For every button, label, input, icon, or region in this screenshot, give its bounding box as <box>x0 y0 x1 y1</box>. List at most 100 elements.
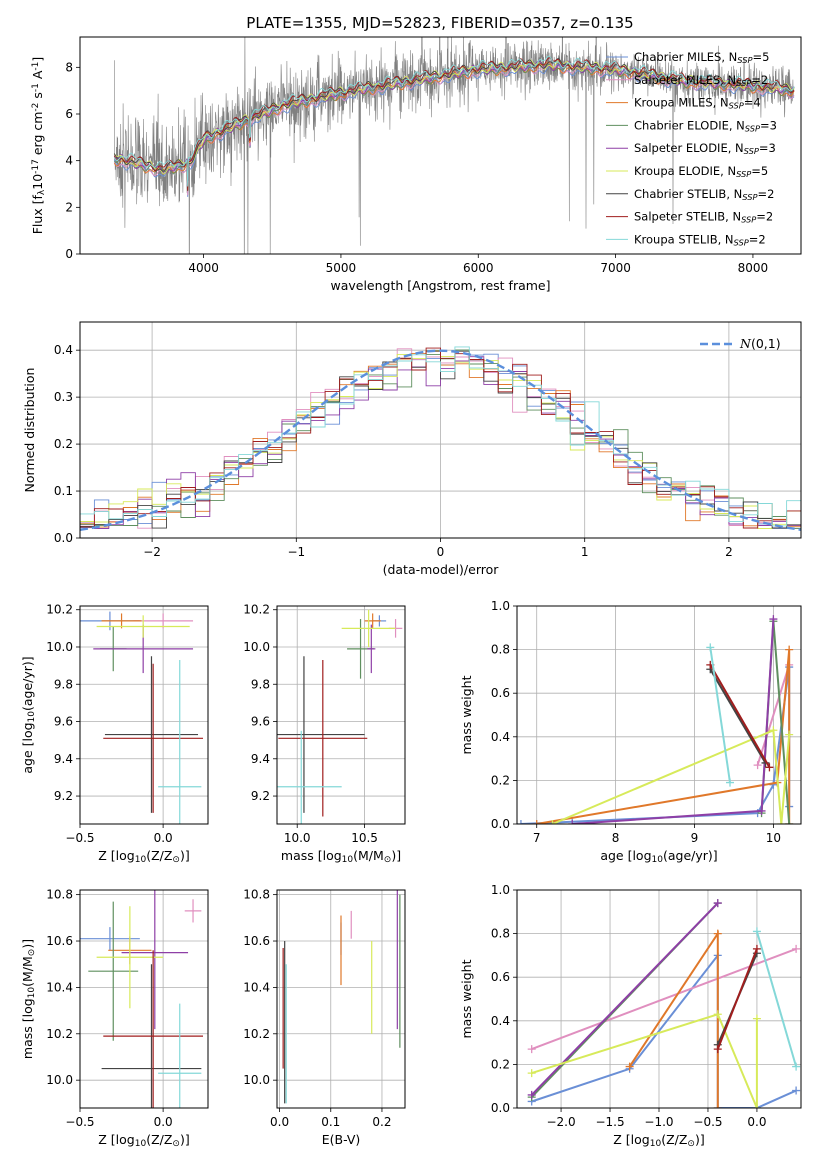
mass_EBV-frame <box>276 889 406 1109</box>
legend-entry: Kroupa ELODIE, NSSP=5 <box>634 164 768 179</box>
y-axis-label: mass weight <box>459 959 474 1038</box>
x-axis-label: Z [log10(Z/Z⊙)] <box>98 1132 189 1149</box>
x-tick-label: 0.0 <box>747 1115 766 1129</box>
age_Z-frame <box>79 605 209 825</box>
y-tick-label: 2 <box>65 200 73 214</box>
weight-line <box>530 902 719 1096</box>
weight-marker <box>527 1069 536 1078</box>
y-tick-label: 10.0 <box>243 640 270 654</box>
y-tick-label: 0.4 <box>491 1014 510 1028</box>
x-axis-label: (data-model)/error <box>383 562 500 577</box>
x-tick-label: 10.5 <box>351 831 378 845</box>
x-tick-label: −1 <box>287 545 305 559</box>
x-tick-label: 8000 <box>738 261 769 275</box>
weight-line <box>709 664 771 768</box>
y-tick-label: 0.6 <box>491 970 510 984</box>
weight-marker <box>527 1090 536 1099</box>
y-tick-label: 9.2 <box>54 789 73 803</box>
model-spectrum-salpeter-elodie <box>114 60 795 187</box>
observed-spectrum-line <box>114 37 795 254</box>
weight-marker <box>568 820 577 824</box>
residuals: −2 −1 0 1 2 0.0 0.1 0.2 0.3 0.4 (data-model)/error… <box>22 321 802 577</box>
x-tick-label: 1 <box>581 545 589 559</box>
y-tick-label: 10.4 <box>46 980 73 994</box>
x-tick-label: 4000 <box>188 261 219 275</box>
y-tick-label: 9.2 <box>251 789 270 803</box>
x-tick-label: 0.0 <box>154 831 173 845</box>
x-axis-label: wavelength [Angstrom, rest frame] <box>330 278 550 293</box>
weight_Z-plot-area <box>517 890 801 1108</box>
y-tick-label: 0.4 <box>54 343 73 357</box>
legend-entry: Chabrier ELODIE, NSSP=3 <box>634 118 777 133</box>
y-tick-label: 0.2 <box>491 773 510 787</box>
weight-line <box>709 647 731 783</box>
model-spectrum-kroupa-miles <box>113 61 795 192</box>
weight-marker <box>785 820 794 824</box>
weight_age-plot-area <box>517 606 801 824</box>
y-tick-label: 0 <box>65 247 73 261</box>
y-tick-label: 0.0 <box>491 1101 510 1115</box>
y-tick-label: 0.2 <box>491 1057 510 1071</box>
weight-marker <box>757 806 766 815</box>
y-tick-label: 10.8 <box>243 888 270 902</box>
age_mass: 10.0 10.5 9.2 9.4 9.6 9.8 10.0 10.2 mass [log10(… <box>243 603 406 865</box>
weight-marker <box>752 927 761 936</box>
age_mass-frame <box>276 605 406 825</box>
y-tick-label: 4 <box>65 154 73 168</box>
x-axis-label: age [log10(age/yr)] <box>600 848 717 865</box>
weight-marker <box>532 820 541 824</box>
y-tick-label: 9.8 <box>251 677 270 691</box>
y-axis-label: mass [log10(M/M⊙)] <box>20 939 37 1059</box>
legend-entry-normal: N(0,1) <box>739 336 781 351</box>
weight_age-frame <box>516 605 802 825</box>
y-tick-label: 1.0 <box>491 883 510 897</box>
model-spectrum-kroupa-elodie <box>113 59 795 189</box>
x-tick-label: −0.5 <box>693 1115 722 1129</box>
x-tick-label: 0.0 <box>270 1115 289 1129</box>
x-axis-label: mass [log10(M/M⊙)] <box>281 848 401 865</box>
y-tick-label: 10.8 <box>46 888 73 902</box>
weight-line <box>760 621 791 824</box>
residuals-plot-area <box>80 322 801 538</box>
y-tick-label: 0.1 <box>54 484 73 498</box>
y-tick-label: 0.0 <box>54 531 73 545</box>
weight-line <box>716 948 758 1050</box>
weight-marker <box>713 1010 722 1019</box>
y-tick-label: 10.0 <box>46 1073 73 1087</box>
weight-marker <box>752 1104 761 1108</box>
y-tick-label: 0.6 <box>491 686 510 700</box>
spectrum-frame <box>79 36 802 255</box>
weight-line <box>531 1013 758 1108</box>
y-tick-label: 0.3 <box>54 390 73 404</box>
age_mass-plot-area <box>277 606 405 824</box>
weight_age: 7 8 9 10 0.0 0.2 0.4 0.6 0.8 1.0 age [log10(age/yr… <box>459 599 802 865</box>
y-tick-label: 9.8 <box>54 677 73 691</box>
y-tick-label: 10.4 <box>243 980 270 994</box>
age_Z: −0.5 0.0 9.2 9.4 9.6 9.8 10.0 10.2 Z [log10(Z/Z⊙… <box>20 603 209 865</box>
y-tick-label: 9.6 <box>251 715 270 729</box>
weight-marker <box>726 778 734 787</box>
weight-marker <box>785 730 794 739</box>
y-axis-label: Flux [fλ10-17 erg cm-2 s-1 A-1] <box>30 57 47 235</box>
weight-marker <box>769 726 778 735</box>
x-tick-label: −0.5 <box>65 831 94 845</box>
x-tick-label: 0.0 <box>154 1115 173 1129</box>
y-tick-label: 0.8 <box>491 643 510 657</box>
legend-entry: Salpeter ELODIE, NSSP=3 <box>634 141 776 156</box>
legend-entry: Chabrier MILES, NSSP=5 <box>634 50 769 65</box>
weight-line <box>552 728 791 824</box>
model-spectrum-salpeter-stelib <box>113 57 795 191</box>
legend-entry: Kroupa STELIB, NSSP=2 <box>634 232 766 247</box>
weight-line <box>709 668 767 764</box>
y-axis-label: Normed distribution <box>22 368 37 493</box>
x-tick-label: 0 <box>437 545 445 559</box>
legend-entry: Salpeter STELIB, NSSP=2 <box>634 210 773 225</box>
y-tick-label: 10.6 <box>243 934 270 948</box>
weight-marker <box>713 929 722 938</box>
x-axis-label: Z [log10(Z/Z⊙)] <box>98 848 189 865</box>
y-tick-label: 10.2 <box>46 1027 73 1041</box>
histogram-salpeter-stelib <box>80 347 801 529</box>
weight-marker <box>753 761 762 770</box>
x-tick-label: 5000 <box>326 261 357 275</box>
y-tick-label: 10.2 <box>243 603 270 617</box>
